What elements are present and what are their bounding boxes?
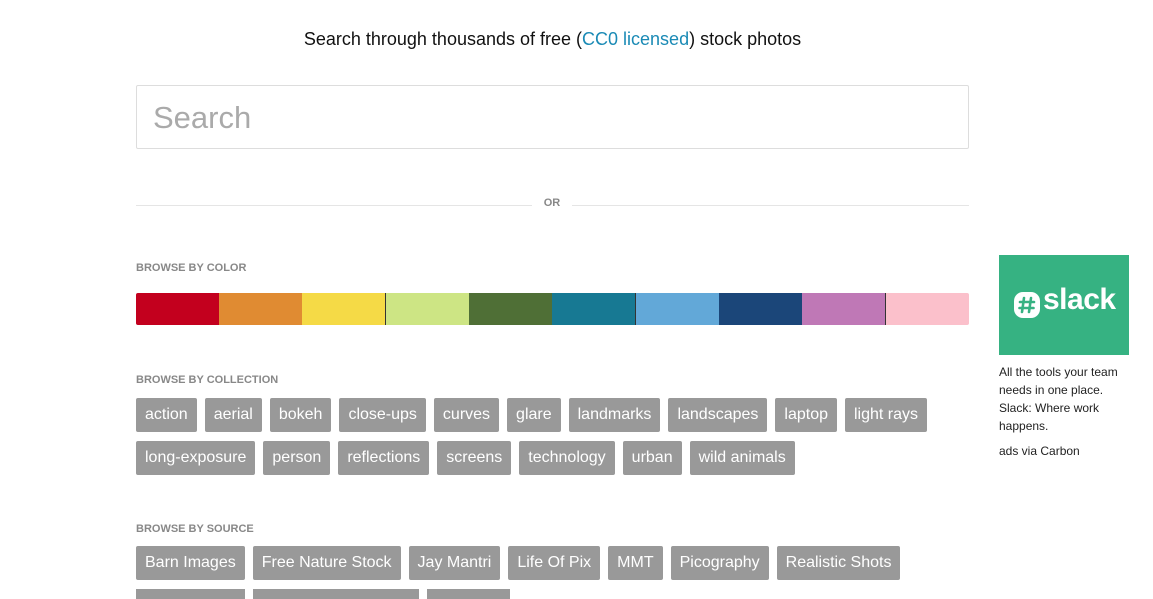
tag[interactable]: reflections xyxy=(338,441,430,475)
tag[interactable]: aerial xyxy=(204,398,262,432)
tag[interactable]: wild animals xyxy=(689,441,795,475)
tag[interactable]: glare xyxy=(507,398,561,432)
tag[interactable]: laptop xyxy=(775,398,837,432)
tag[interactable]: MMT xyxy=(608,546,663,580)
tag-partial[interactable] xyxy=(427,589,510,599)
search-input[interactable]: Search xyxy=(136,85,969,149)
divider-text: OR xyxy=(532,197,572,209)
color-bar xyxy=(136,293,969,325)
headline-text: ) stock photos xyxy=(689,29,802,49)
tag[interactable]: Realistic Shots xyxy=(776,546,901,580)
source-tags: Barn Images Free Nature Stock Jay Mantri Li… xyxy=(136,546,969,580)
color-swatch[interactable] xyxy=(552,293,636,325)
color-swatch[interactable] xyxy=(219,293,302,325)
color-swatch[interactable] xyxy=(386,293,469,325)
tag[interactable]: close-ups xyxy=(339,398,426,432)
tag[interactable]: screens xyxy=(437,441,512,475)
search-placeholder: Search xyxy=(153,100,252,135)
color-swatch[interactable] xyxy=(802,293,886,325)
slack-icon xyxy=(1014,292,1040,318)
tag[interactable]: Barn Images xyxy=(136,546,245,580)
headline: Search through thousands of free (CC0 li… xyxy=(0,29,1105,50)
tag[interactable]: landscapes xyxy=(668,398,768,432)
tag[interactable]: Life Of Pix xyxy=(508,546,601,580)
tag[interactable]: Picography xyxy=(670,546,769,580)
tag-partial[interactable] xyxy=(136,589,245,599)
section-label: BROWSE BY COLOR xyxy=(136,262,247,274)
ad-text[interactable]: All the tools your team needs in one pla… xyxy=(999,365,1118,433)
color-swatch[interactable] xyxy=(469,293,552,325)
tag[interactable]: long-exposure xyxy=(136,441,256,475)
tag-partial[interactable] xyxy=(253,589,419,599)
tag[interactable]: Free Nature Stock xyxy=(252,546,401,580)
tag[interactable]: light rays xyxy=(844,398,928,432)
color-swatch[interactable] xyxy=(719,293,802,325)
color-swatch[interactable] xyxy=(302,293,386,325)
ad-via[interactable]: ads via Carbon xyxy=(999,444,1080,458)
headline-text: Search through thousands of free ( xyxy=(303,29,583,49)
section-label: BROWSE BY COLLECTION xyxy=(136,374,279,386)
section-label: BROWSE BY SOURCE xyxy=(136,523,254,535)
tag[interactable]: person xyxy=(263,441,331,475)
ad-image[interactable]: slack xyxy=(999,255,1129,355)
tag[interactable]: landmarks xyxy=(568,398,661,432)
collection-tags: action aerial bokeh close-ups curves glare lan… xyxy=(136,398,969,475)
tag[interactable]: bokeh xyxy=(269,398,332,432)
color-swatch[interactable] xyxy=(636,293,719,325)
license-link[interactable]: CC0 licensed xyxy=(582,29,690,49)
tag[interactable]: technology xyxy=(519,441,615,475)
color-swatch[interactable] xyxy=(886,293,969,325)
tag[interactable]: Jay Mantri xyxy=(408,546,501,580)
tag[interactable]: urban xyxy=(622,441,682,475)
color-swatch[interactable] xyxy=(136,293,219,325)
ad-brand: slack xyxy=(1043,283,1116,316)
tag[interactable]: curves xyxy=(433,398,500,432)
tag[interactable]: action xyxy=(136,398,197,432)
